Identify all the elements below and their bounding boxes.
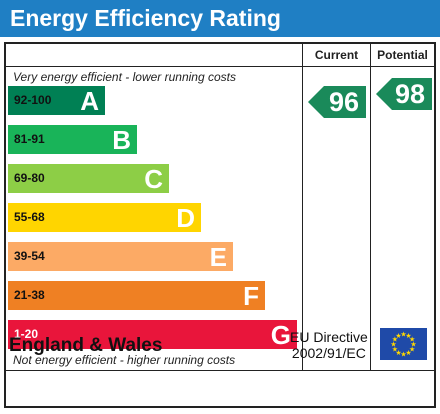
band-a: 92-100 A xyxy=(8,86,105,115)
eu-star-icon: ★ xyxy=(390,341,396,349)
eu-star-icon: ★ xyxy=(395,332,401,340)
eu-flag-icon: ★ ★ ★ ★ ★ ★ ★ ★ ★ ★ ★ ★ xyxy=(380,328,427,360)
potential-rating-arrow: 98 xyxy=(376,78,432,110)
eu-star-icon: ★ xyxy=(409,346,415,354)
eu-star-icon: ★ xyxy=(410,341,416,349)
country-label: England & Wales xyxy=(9,335,163,356)
band-c: 69-80 C xyxy=(8,164,169,193)
potential-rating-value: 98 xyxy=(394,79,425,109)
header-divider xyxy=(6,66,434,67)
band-range: 92-100 xyxy=(14,93,52,107)
footer-divider xyxy=(6,370,434,371)
band-letter: A xyxy=(80,86,99,116)
band-letter: C xyxy=(144,164,163,194)
eu-star-icon: ★ xyxy=(395,349,401,357)
title-bar: Energy Efficiency Rating xyxy=(0,0,440,37)
eu-star-icon: ★ xyxy=(400,351,406,359)
potential-column-divider xyxy=(370,44,371,370)
eu-star-icon: ★ xyxy=(392,336,398,344)
top-note: Very energy efficient - lower running co… xyxy=(13,70,236,84)
band-g: 1-20 G xyxy=(8,320,297,349)
band-letter: E xyxy=(209,242,227,272)
band-letter: B xyxy=(112,125,131,155)
directive-line-1: EU Directive xyxy=(290,329,368,345)
band-f: 21-38 F xyxy=(8,281,265,310)
current-rating-value: 96 xyxy=(328,87,359,117)
band-letter: D xyxy=(176,203,195,233)
potential-header: Potential xyxy=(377,48,428,62)
band-range: 81-91 xyxy=(14,132,45,146)
band-letter: F xyxy=(243,281,259,311)
band-range: 21-38 xyxy=(14,288,45,302)
directive-line-2: 2002/91/EC xyxy=(291,345,366,361)
band-range: 1-20 xyxy=(14,327,39,341)
band-b: 81-91 B xyxy=(8,125,137,154)
current-rating-arrow: 96 xyxy=(308,86,366,118)
bottom-note: Not energy efficient - higher running co… xyxy=(13,353,236,367)
band-d: 55-68 D xyxy=(8,203,201,232)
current-header: Current xyxy=(314,48,359,62)
band-range: 55-68 xyxy=(14,210,45,224)
eu-star-icon: ★ xyxy=(409,336,415,344)
chart-title: Energy Efficiency Rating xyxy=(10,5,281,31)
rating-frame: Current Potential Very energy efficient … xyxy=(4,42,436,408)
eu-star-icon: ★ xyxy=(405,332,411,340)
eu-star-icon: ★ xyxy=(405,349,411,357)
eu-directive: EU Directive 2002/91/EC xyxy=(290,329,368,361)
current-column-divider xyxy=(302,44,303,370)
band-e: 39-54 E xyxy=(8,242,233,271)
eu-star-icon: ★ xyxy=(400,331,406,339)
band-range: 39-54 xyxy=(14,249,45,263)
band-letter: G xyxy=(270,320,291,350)
eu-star-icon: ★ xyxy=(392,346,398,354)
band-range: 69-80 xyxy=(14,171,45,185)
